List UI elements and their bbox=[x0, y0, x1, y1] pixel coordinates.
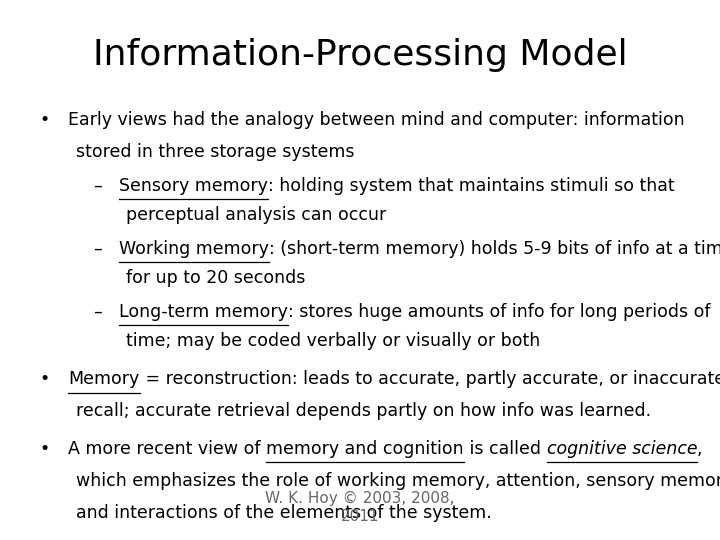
Text: for up to 20 seconds: for up to 20 seconds bbox=[126, 269, 305, 287]
Text: = reconstruction: leads to accurate, partly accurate, or inaccurate: = reconstruction: leads to accurate, par… bbox=[140, 370, 720, 388]
Text: Information-Processing Model: Information-Processing Model bbox=[93, 38, 627, 72]
Text: –: – bbox=[94, 303, 102, 321]
Text: cognitive science: cognitive science bbox=[546, 440, 697, 458]
Text: Long-term memory: Long-term memory bbox=[119, 303, 288, 321]
Text: Working memory: Working memory bbox=[119, 240, 269, 258]
Text: •: • bbox=[40, 370, 50, 388]
Text: which emphasizes the role of working memory, attention, sensory memory,: which emphasizes the role of working mem… bbox=[76, 472, 720, 490]
Text: : (short-term memory) holds 5-9 bits of info at a time: : (short-term memory) holds 5-9 bits of … bbox=[269, 240, 720, 258]
Text: •: • bbox=[40, 111, 50, 129]
Text: memory and cognition: memory and cognition bbox=[266, 440, 464, 458]
Text: –: – bbox=[94, 240, 102, 258]
Text: and interactions of the elements of the system.: and interactions of the elements of the … bbox=[76, 504, 491, 522]
Text: time; may be coded verbally or visually or both: time; may be coded verbally or visually … bbox=[126, 332, 540, 350]
Text: Sensory memory: Sensory memory bbox=[119, 177, 268, 195]
Text: : holding system that maintains stimuli so that: : holding system that maintains stimuli … bbox=[268, 177, 675, 195]
Text: stored in three storage systems: stored in three storage systems bbox=[76, 143, 354, 160]
Text: Memory: Memory bbox=[68, 370, 140, 388]
Text: W. K. Hoy © 2003, 2008,
2011: W. K. Hoy © 2003, 2008, 2011 bbox=[265, 491, 455, 524]
Text: perceptual analysis can occur: perceptual analysis can occur bbox=[126, 206, 386, 225]
Text: : stores huge amounts of info for long periods of: : stores huge amounts of info for long p… bbox=[288, 303, 710, 321]
Text: •: • bbox=[40, 440, 50, 458]
Text: Early views had the analogy between mind and computer: information: Early views had the analogy between mind… bbox=[68, 111, 685, 129]
Text: –: – bbox=[94, 177, 102, 195]
Text: ,: , bbox=[697, 440, 703, 458]
Text: recall; accurate retrieval depends partly on how info was learned.: recall; accurate retrieval depends partl… bbox=[76, 402, 651, 420]
Text: is called: is called bbox=[464, 440, 546, 458]
Text: A more recent view of: A more recent view of bbox=[68, 440, 266, 458]
